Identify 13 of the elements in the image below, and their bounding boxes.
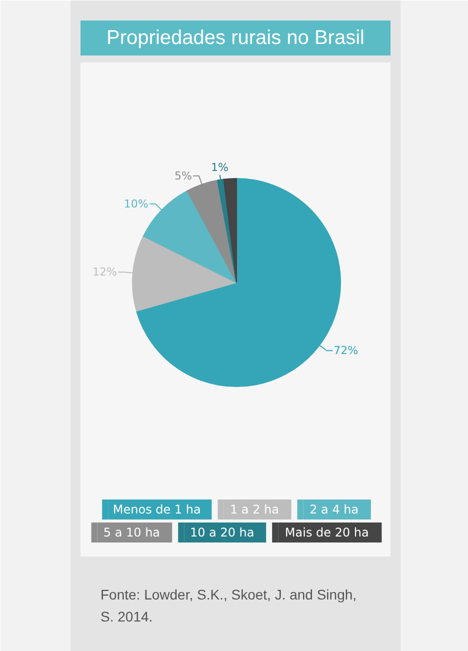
legend-label: Menos de 1 ha [112, 502, 201, 516]
data-label: 5% [174, 169, 192, 182]
data-label: 12% [92, 266, 117, 279]
legend-label: Mais de 20 ha [284, 526, 369, 540]
legend-label: 10 a 20 ha [190, 526, 254, 540]
data-label: 72% [334, 344, 358, 358]
data-label: 10% [124, 197, 148, 210]
source-note: Fonte: Lowder, S.K., Skoet, J. and Singh, S. 2014. [100, 586, 357, 624]
chart-title: Propriedades rurais no Brasil [106, 27, 364, 49]
data-label: 1% [211, 160, 229, 174]
legend-label: 2 a 4 ha [310, 502, 359, 516]
legend-label: 5 a 10 ha [103, 526, 160, 540]
legend-label: 1 a 2 ha [230, 502, 280, 516]
